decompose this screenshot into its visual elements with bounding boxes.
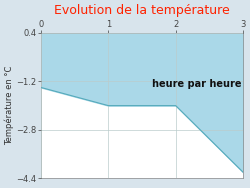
Text: heure par heure: heure par heure [152,79,242,89]
Title: Evolution de la température: Evolution de la température [54,4,230,17]
Y-axis label: Température en °C: Température en °C [4,66,14,145]
